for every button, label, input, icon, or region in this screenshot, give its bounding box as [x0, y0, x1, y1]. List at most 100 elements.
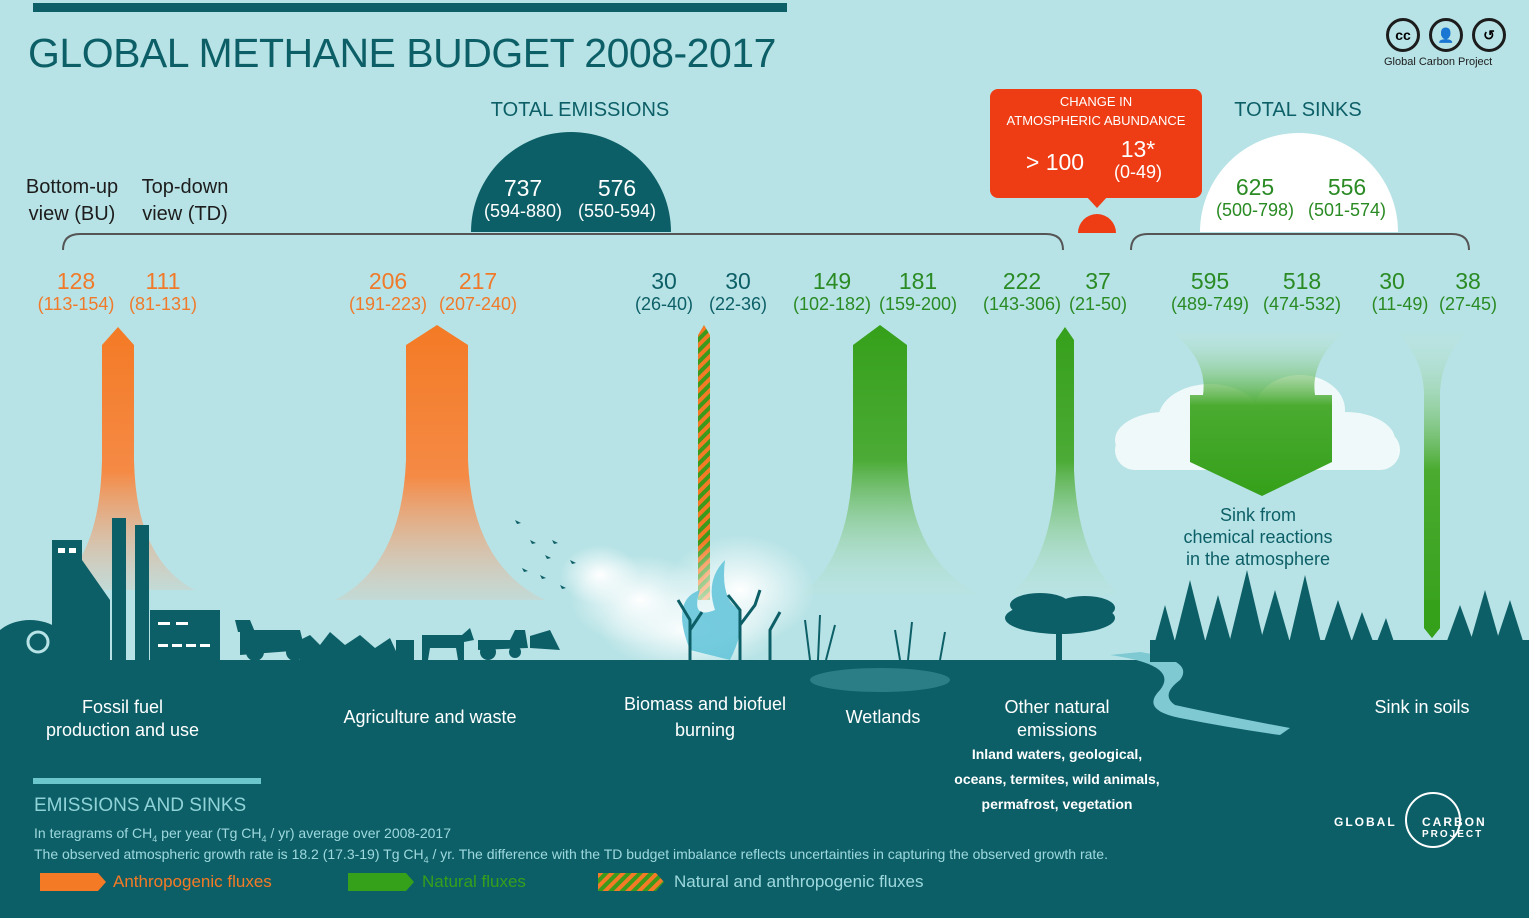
total-emissions-td: 576 — [597, 175, 637, 201]
total-emissions-bu: 737 — [503, 175, 543, 201]
wetlands-td-range: (159-200) — [878, 294, 958, 314]
soils-bu-value: 30 — [1379, 268, 1405, 294]
agriculture-plume — [335, 325, 545, 600]
wetlands-plume — [800, 325, 980, 595]
legend-mixed-arrow — [598, 873, 664, 891]
other-detail-line3: permafrost, vegetation — [981, 796, 1133, 812]
cc-icon: cc — [1386, 18, 1420, 52]
other-td-range: (21-50) — [1068, 294, 1128, 314]
gcp-logo-circle — [1405, 792, 1461, 848]
total-sinks-label: TOTAL SINKS — [1234, 99, 1362, 121]
other-natural-plume — [1010, 327, 1120, 595]
atmosphere-label-line2: ATMOSPHERIC ABUNDANCE — [1006, 113, 1186, 128]
other-label-line2: emissions — [1016, 720, 1098, 740]
logo-caption: Global Carbon Project — [1384, 56, 1493, 68]
total-emissions-dome — [471, 132, 671, 232]
wetlands-bu-value: 149 — [812, 268, 852, 294]
atmosphere-td: 13* — [1120, 136, 1156, 162]
total-sinks-bu: 625 — [1235, 174, 1275, 200]
chem-bu-range: (489-749) — [1170, 294, 1250, 314]
total-emissions-label: TOTAL EMISSIONS — [490, 99, 670, 121]
gcp-logo-left: GLOBAL — [1334, 815, 1397, 829]
chem-bu-value: 595 — [1190, 268, 1230, 294]
other-label-line1: Other natural — [1004, 697, 1110, 717]
legend-note: The observed atmospheric growth rate is … — [34, 846, 1108, 865]
emissions-bracket — [62, 233, 1064, 251]
chem-sink-label-line3: in the atmosphere — [1185, 549, 1331, 569]
atmosphere-dome — [1078, 214, 1116, 233]
atmosphere-label-line1: CHANGE IN — [1059, 94, 1133, 109]
other-detail-line2: oceans, termites, wild animals, — [954, 771, 1160, 787]
river — [1110, 652, 1290, 735]
chem-sink-label-line1: Sink from — [1219, 505, 1297, 525]
chem-td-value: 518 — [1282, 268, 1322, 294]
power-plant-windows — [58, 548, 210, 647]
legend-anthropogenic-arrow — [40, 873, 106, 891]
legend-anthropogenic-label: Anthropogenic fluxes — [113, 872, 272, 891]
bu-view-line2: view (BU) — [28, 203, 116, 225]
gcp-logo-right-bottom: PROJECT — [1422, 829, 1484, 840]
sa-icon: ↺ — [1472, 18, 1506, 52]
fossil-plume — [50, 327, 195, 590]
fossil-label-line2: production and use — [45, 720, 200, 740]
biomass-label-line2: burning — [674, 720, 736, 740]
burnt-trees — [676, 589, 782, 660]
chem-sink-label-line2: chemical reactions — [1183, 527, 1333, 547]
fossil-bu-value: 128 — [56, 268, 96, 294]
agri-bu-value: 206 — [368, 268, 408, 294]
legend-mixed-label: Natural and anthropogenic fluxes — [674, 872, 924, 891]
biomass-td-value: 30 — [725, 268, 751, 294]
agri-bu-range: (191-223) — [348, 294, 428, 314]
legend-natural-arrow — [348, 873, 414, 891]
total-sinks-td: 556 — [1327, 174, 1367, 200]
legend-heading: EMISSIONS AND SINKS — [34, 795, 247, 816]
legend-natural-label: Natural fluxes — [422, 872, 526, 891]
chem-sink-funnel — [1172, 332, 1345, 496]
other-bu-range: (143-306) — [982, 294, 1062, 314]
chem-td-range: (474-532) — [1262, 294, 1342, 314]
by-icon: 👤 — [1429, 18, 1463, 52]
biomass-stripe — [698, 325, 710, 600]
soils-td-value: 38 — [1455, 268, 1481, 294]
fossil-label-line1: Fossil fuel — [81, 697, 164, 717]
biomass-label-line1: Biomass and biofuel — [623, 694, 787, 714]
atmosphere-bu: > 100 — [1025, 149, 1085, 175]
fossil-td-range: (81-131) — [128, 294, 198, 314]
fossil-bu-range: (113-154) — [37, 294, 115, 314]
wheel — [26, 630, 50, 654]
reeds — [804, 614, 946, 661]
other-detail-line1: Inland waters, geological, — [971, 746, 1143, 762]
biomass-td-range: (22-36) — [708, 294, 768, 314]
biomass-bu-value: 30 — [651, 268, 677, 294]
farm — [235, 620, 560, 661]
total-emissions-bu-range: (594-880) — [483, 201, 563, 221]
agri-td-value: 217 — [458, 268, 498, 294]
wetlands-label: Wetlands — [845, 707, 921, 727]
sinks-bracket — [1130, 233, 1470, 251]
fossil-td-value: 111 — [145, 268, 181, 294]
agri-label: Agriculture and waste — [343, 707, 517, 727]
acacia-tree — [1005, 593, 1115, 660]
other-bu-value: 222 — [1002, 268, 1042, 294]
other-td-value: 37 — [1085, 268, 1111, 294]
biomass-bu-range: (26-40) — [634, 294, 694, 314]
forest — [1150, 570, 1529, 662]
atmosphere-td-range: (0-49) — [1113, 162, 1162, 182]
total-sinks-bu-range: (500-798) — [1215, 200, 1295, 220]
wetlands-td-value: 181 — [898, 268, 938, 294]
soils-sink-funnel — [1397, 332, 1466, 638]
soils-bu-range: (11-49) — [1371, 294, 1429, 314]
total-sinks-td-range: (501-574) — [1307, 200, 1387, 220]
total-emissions-td-range: (550-594) — [577, 201, 657, 221]
legend-units: In teragrams of CH4 per year (Tg CH4 / y… — [34, 825, 451, 844]
ground — [0, 660, 1529, 918]
birds — [515, 520, 576, 589]
agri-td-range: (207-240) — [438, 294, 518, 314]
bu-view-line1: Bottom-up — [25, 176, 119, 198]
page-title: GLOBAL METHANE BUDGET 2008-2017 — [28, 30, 776, 76]
total-sinks-dome — [1200, 133, 1398, 232]
atmosphere-box — [990, 89, 1202, 198]
flame — [682, 560, 742, 660]
top-accent-bar — [33, 3, 787, 12]
